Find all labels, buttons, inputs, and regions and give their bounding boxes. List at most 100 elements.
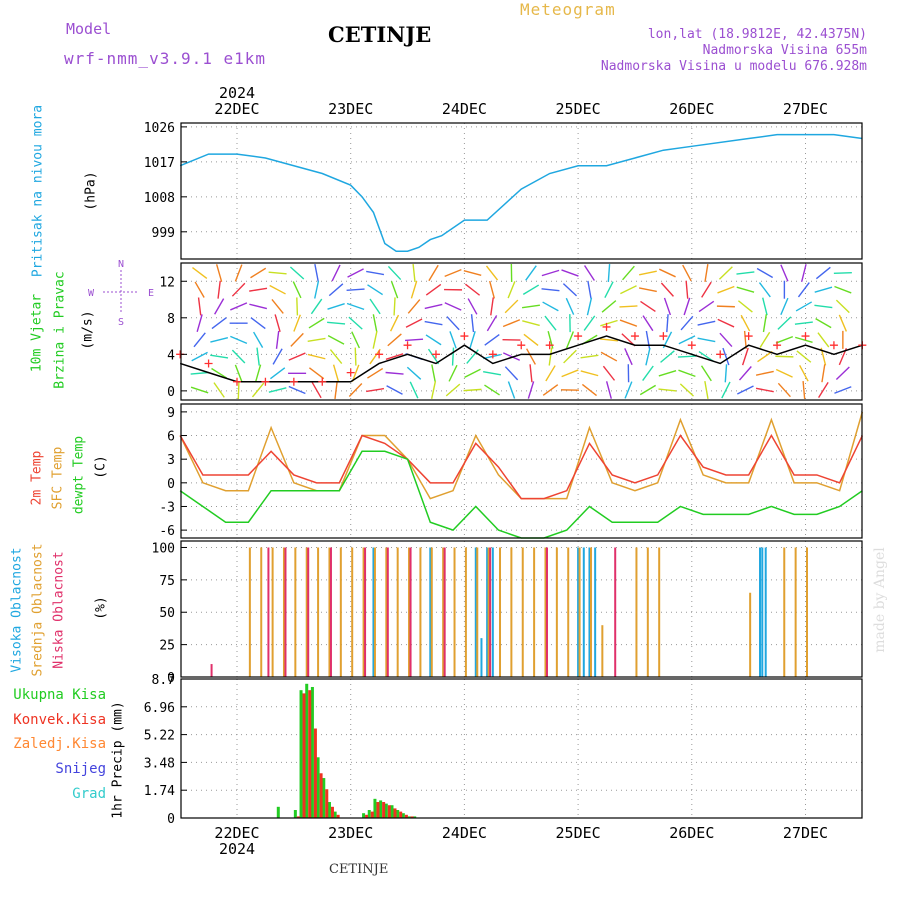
wind-barb bbox=[307, 337, 326, 342]
precip-bar-0 bbox=[362, 813, 366, 818]
wind-barb bbox=[444, 268, 462, 278]
wind-barb bbox=[308, 317, 325, 329]
precip-bar-1 bbox=[365, 814, 369, 818]
wind-barb bbox=[328, 283, 344, 297]
precip-bar-1 bbox=[370, 811, 374, 818]
wind-barb bbox=[658, 268, 676, 278]
wind-barb bbox=[351, 364, 360, 382]
wind-barb bbox=[815, 266, 831, 280]
precip-bar-1 bbox=[393, 808, 397, 818]
wind-barb bbox=[308, 367, 325, 380]
wind-barb bbox=[190, 371, 209, 375]
wind-barb bbox=[565, 297, 575, 315]
year-label-top: 2024 bbox=[219, 84, 255, 102]
wind-barb bbox=[256, 347, 260, 366]
wind-barb bbox=[775, 355, 794, 358]
product-title: Meteogram bbox=[520, 0, 616, 19]
wind-barb bbox=[521, 304, 541, 309]
wind-barb bbox=[640, 300, 656, 313]
precip-bar-0 bbox=[276, 806, 280, 818]
wind-barb bbox=[332, 364, 340, 383]
wind-barb bbox=[464, 283, 481, 296]
wind-barb bbox=[755, 387, 774, 393]
wind-barb bbox=[190, 386, 209, 394]
wind-barb bbox=[254, 364, 262, 383]
precip-bar-1 bbox=[336, 814, 340, 818]
wind-barb bbox=[678, 369, 696, 378]
wind-gust-point bbox=[829, 341, 838, 350]
wind-barb bbox=[507, 381, 516, 399]
lonlat-label: lon,lat (18.9812E, 42.4375N) bbox=[647, 27, 867, 42]
ytick-label: 0 bbox=[167, 477, 175, 492]
wind-barb bbox=[484, 334, 500, 346]
compass-south: S bbox=[118, 317, 124, 328]
wind-barb bbox=[367, 367, 384, 379]
precip-bar-0 bbox=[407, 816, 411, 818]
wind-gust-point bbox=[659, 332, 668, 341]
wind-barb bbox=[213, 382, 225, 398]
wind-barb bbox=[780, 297, 789, 315]
wind-gust-point bbox=[744, 332, 753, 341]
wind-barb bbox=[736, 286, 755, 293]
wind-barb bbox=[406, 366, 422, 380]
wind-barb bbox=[600, 351, 618, 362]
wind-barb bbox=[561, 269, 579, 277]
wind-barb bbox=[234, 264, 243, 282]
wind-barb bbox=[427, 348, 440, 365]
wind-barb bbox=[192, 267, 208, 279]
wind-barb bbox=[369, 298, 381, 315]
wind-barb bbox=[250, 267, 267, 279]
panel-frame bbox=[180, 403, 863, 539]
wind-barb bbox=[704, 264, 709, 282]
ytick-label: 1.74 bbox=[144, 784, 175, 799]
wind-barb bbox=[366, 270, 385, 276]
xtick-label-top: 23DEC bbox=[328, 100, 373, 118]
wind-barb bbox=[759, 331, 771, 348]
precip-bar-1 bbox=[325, 789, 329, 818]
precip-bar-1 bbox=[404, 814, 408, 818]
wind-barb bbox=[431, 364, 436, 383]
ytick-label: 1026 bbox=[144, 121, 175, 136]
precip-bar-0 bbox=[316, 757, 320, 818]
wind-barbs bbox=[190, 263, 852, 400]
wind-barb bbox=[722, 347, 730, 366]
wind-barb bbox=[231, 349, 246, 364]
wind-barb bbox=[466, 349, 479, 364]
wind-barb bbox=[464, 368, 481, 378]
wind-barb bbox=[821, 364, 826, 383]
wind-barb bbox=[678, 335, 696, 345]
wind-barb bbox=[565, 331, 574, 349]
wind-barb bbox=[289, 266, 305, 280]
wind-barb bbox=[483, 371, 501, 376]
precip-bar-0 bbox=[396, 810, 400, 818]
wind-barb bbox=[387, 333, 402, 347]
ytick-label: 1017 bbox=[144, 156, 175, 171]
wind-barb bbox=[542, 301, 559, 312]
wind-barb bbox=[795, 336, 813, 344]
wind-barb bbox=[545, 365, 556, 382]
wind-barb bbox=[275, 330, 280, 349]
wind-barb bbox=[444, 302, 462, 311]
wind-barb bbox=[310, 298, 323, 315]
wind-barb bbox=[269, 367, 286, 380]
wind-barb bbox=[194, 281, 205, 298]
wind-barb bbox=[741, 347, 749, 366]
chart-series bbox=[176, 133, 867, 819]
precip-bar-0 bbox=[373, 798, 377, 818]
wind-barb bbox=[547, 330, 554, 349]
wind-barb bbox=[663, 297, 672, 316]
wind-barb bbox=[799, 365, 809, 382]
wind-barb bbox=[367, 284, 383, 296]
wind-barb bbox=[486, 315, 498, 332]
ytick-label: 3.48 bbox=[144, 756, 175, 771]
wind-barb bbox=[658, 388, 677, 392]
wind-barb bbox=[463, 388, 482, 392]
wind-barb bbox=[580, 354, 599, 359]
wind-barb bbox=[794, 321, 813, 325]
legend-graupel: Grad bbox=[72, 786, 106, 802]
wind-barb bbox=[701, 281, 712, 298]
precip-bar-1 bbox=[308, 690, 312, 818]
wind-barb bbox=[409, 381, 419, 399]
wind-barb bbox=[755, 370, 774, 376]
